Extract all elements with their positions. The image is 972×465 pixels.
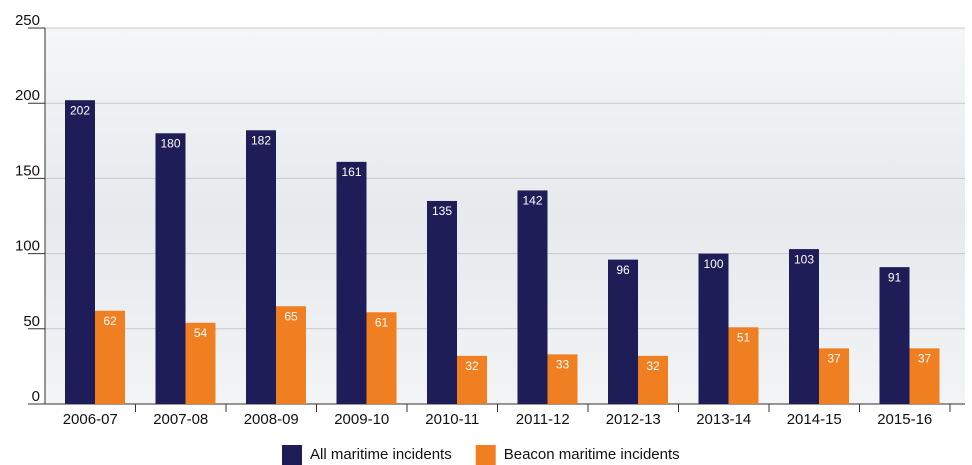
bar: [246, 130, 276, 404]
bar: [427, 200, 457, 404]
x-tick-label: 2011-12: [516, 411, 570, 428]
value-label: 32: [646, 359, 660, 373]
x-tick-label: 2007-08: [153, 411, 208, 428]
value-label: 62: [103, 314, 117, 328]
bar: [819, 348, 849, 404]
x-tick-label: 2013-14: [696, 411, 751, 428]
bar: [698, 253, 729, 404]
value-label: 37: [918, 352, 932, 366]
value-label: 91: [888, 270, 902, 284]
bar: [185, 322, 216, 404]
value-label: 33: [556, 358, 570, 372]
bar: [65, 100, 95, 404]
legend-swatch: [282, 445, 302, 465]
bar: [879, 267, 910, 404]
value-label: 32: [465, 359, 479, 373]
x-tick-label: 2015-16: [877, 411, 932, 428]
bar: [608, 259, 638, 404]
x-tick-label: 2009-10: [334, 411, 389, 428]
bar: [909, 348, 940, 404]
value-label: 37: [827, 352, 841, 366]
value-label: 135: [432, 204, 452, 218]
bar: [789, 249, 819, 404]
bar: [517, 190, 548, 404]
value-label: 142: [522, 194, 542, 208]
value-label: 54: [194, 326, 208, 340]
y-tick-label: 150: [15, 162, 40, 179]
legend-label: All maritime incidents: [310, 446, 452, 463]
x-tick-label: 2008-09: [244, 411, 299, 428]
y-tick-label: 50: [23, 313, 40, 330]
value-label: 103: [794, 252, 814, 266]
bar: [155, 133, 186, 404]
bar: [728, 327, 759, 404]
bar: [95, 310, 125, 404]
bar: [457, 355, 487, 404]
x-tick-label: 2010-11: [425, 411, 479, 428]
legend-label: Beacon maritime incidents: [504, 446, 680, 463]
value-label: 182: [251, 133, 271, 147]
x-tick-label: 2014-15: [787, 411, 842, 428]
value-label: 61: [375, 315, 389, 329]
legend-swatch: [475, 445, 496, 465]
y-tick-label: 250: [15, 12, 40, 29]
y-tick-label: 100: [15, 238, 40, 255]
bar: [366, 312, 397, 404]
value-label: 51: [737, 330, 751, 344]
bar: [547, 354, 578, 404]
value-label: 65: [284, 309, 298, 323]
bar: [336, 161, 367, 404]
bar: [276, 306, 306, 404]
x-tick-label: 2006-07: [63, 411, 118, 428]
x-tick-label: 2012-13: [606, 411, 661, 428]
value-label: 161: [341, 165, 361, 179]
value-label: 96: [616, 263, 630, 277]
value-label: 100: [703, 257, 723, 271]
y-tick-label: 200: [15, 87, 40, 104]
bar: [638, 355, 668, 404]
value-label: 180: [160, 136, 180, 150]
value-label: 202: [70, 103, 90, 117]
y-tick-label: 0: [32, 388, 40, 405]
